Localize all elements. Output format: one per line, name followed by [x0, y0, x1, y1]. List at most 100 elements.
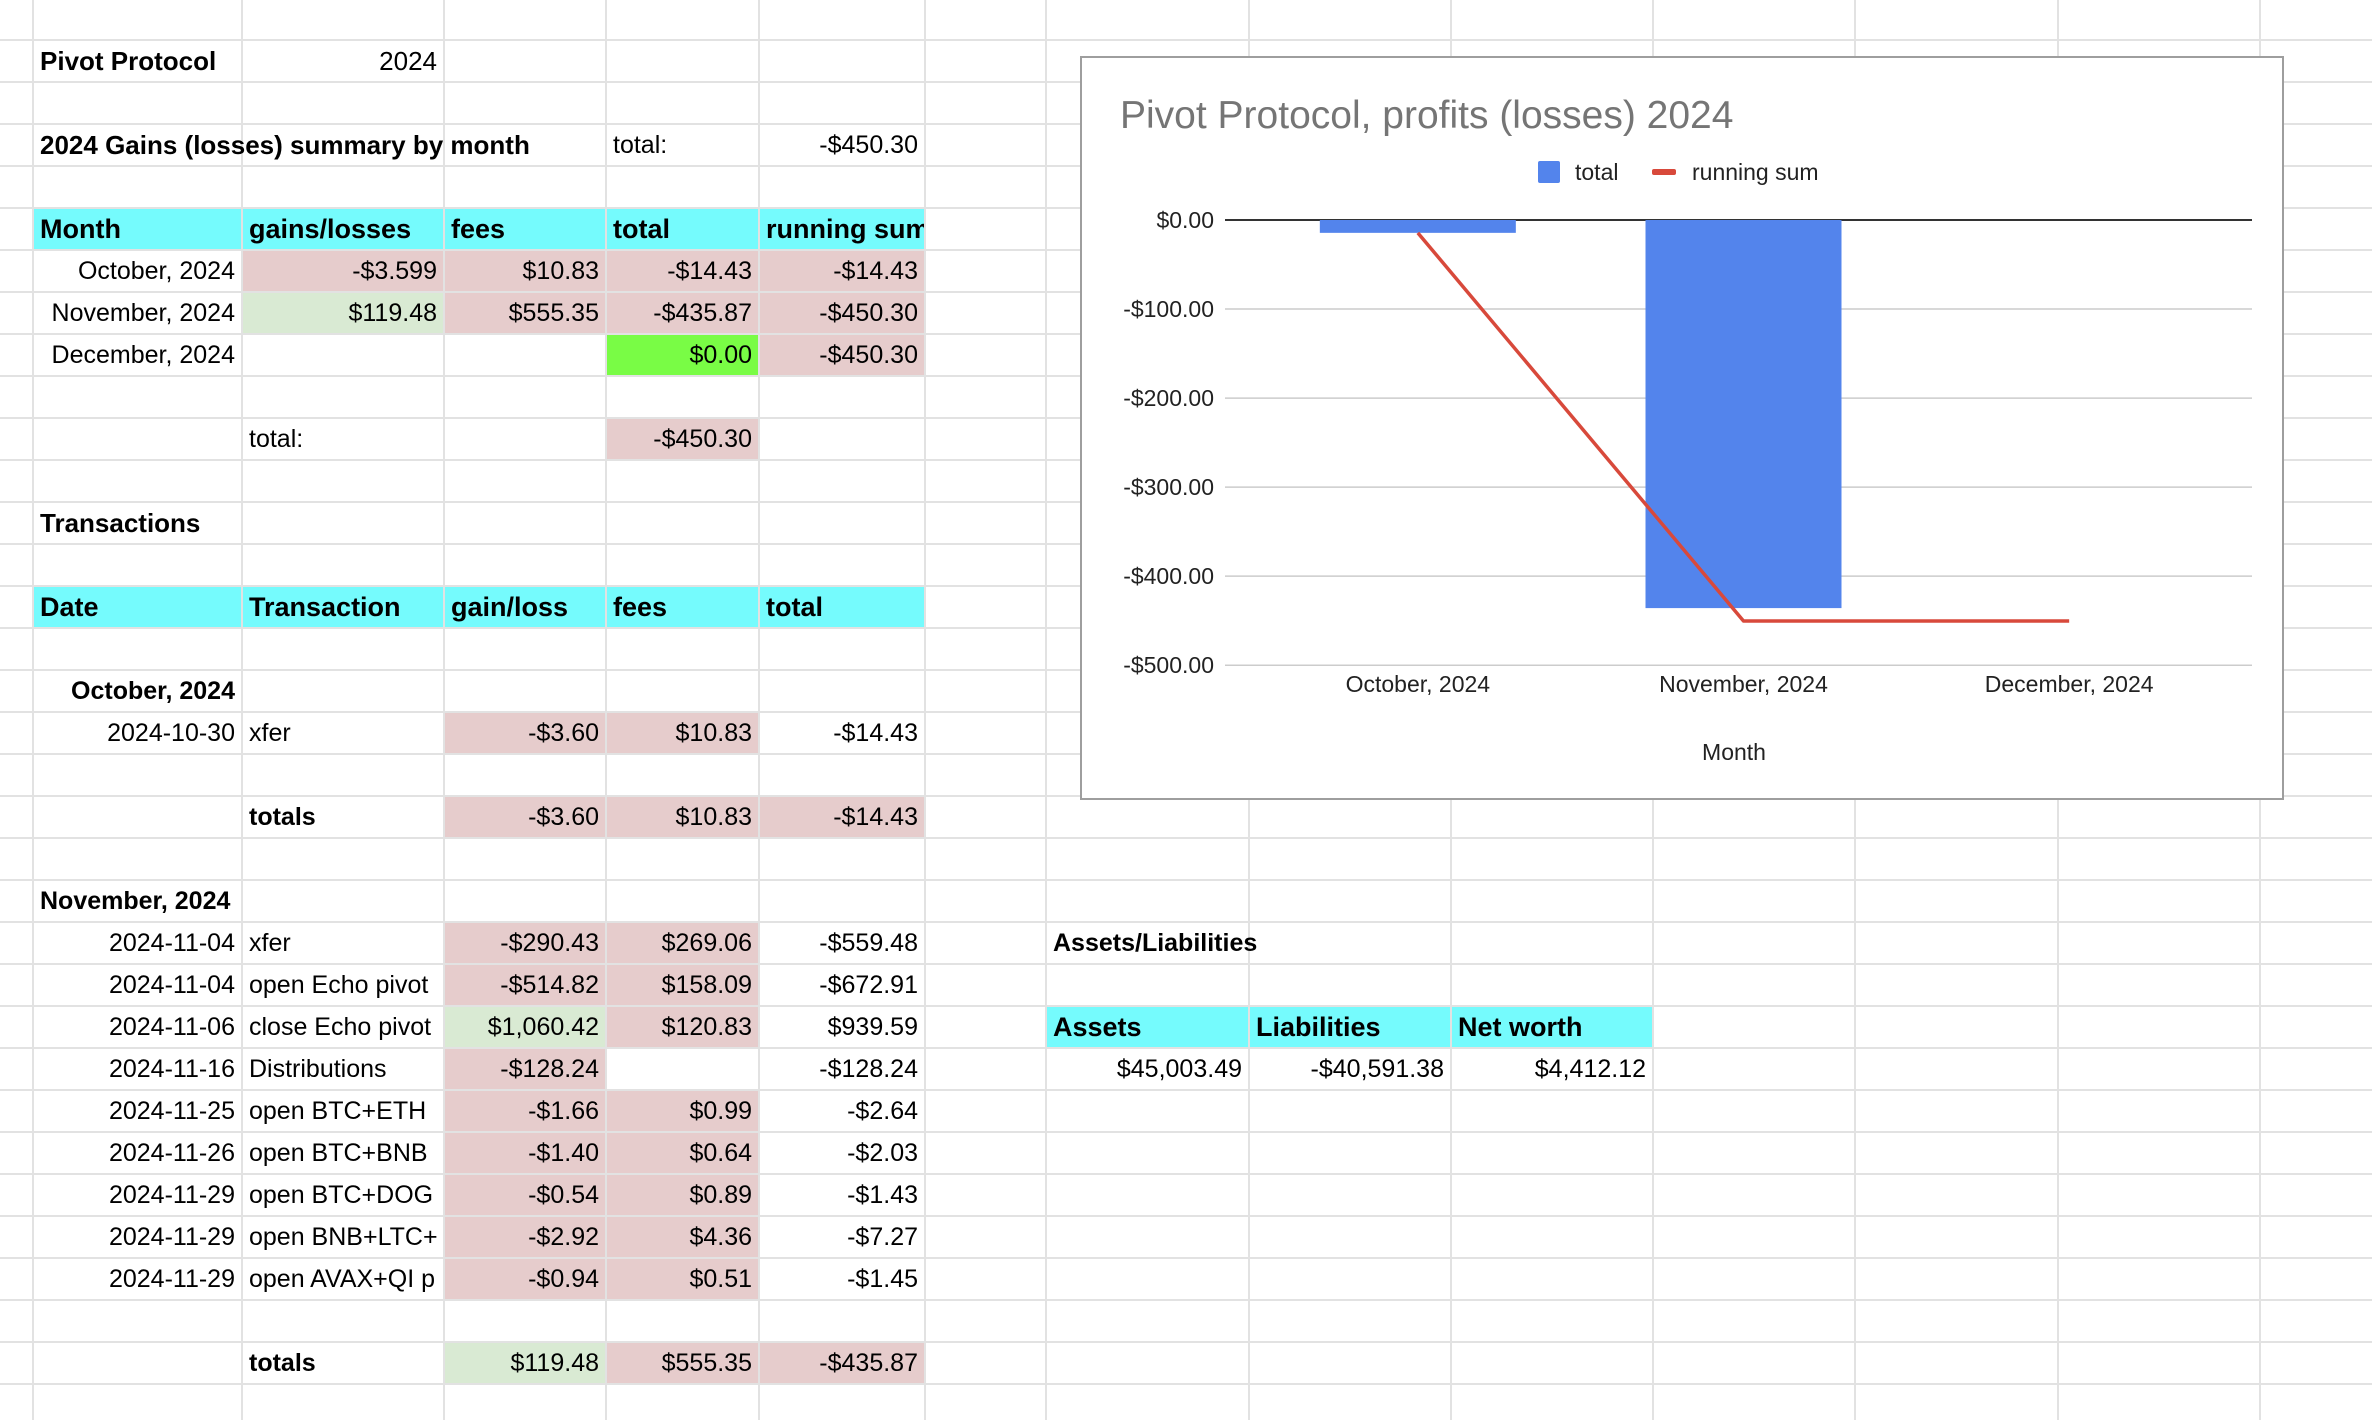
- tx-row-name[interactable]: xfer: [249, 928, 291, 957]
- tx-row-fees[interactable]: $0.99: [607, 1091, 758, 1131]
- tx-row-gain-loss[interactable]: -$1.66: [445, 1091, 605, 1131]
- title-year[interactable]: 2024: [379, 46, 437, 76]
- tx-row-total[interactable]: -$128.24: [819, 1054, 918, 1083]
- summary-row-running-sum[interactable]: -$14.43: [760, 251, 924, 291]
- assets-col-liabilities[interactable]: Liabilities: [1250, 1007, 1450, 1047]
- tx-row-date[interactable]: 2024-11-29: [108, 1264, 235, 1293]
- tx-row-name[interactable]: Distributions: [249, 1054, 387, 1083]
- summary-row-running-sum[interactable]: -$450.30: [760, 293, 924, 333]
- tx-col-date[interactable]: Date: [34, 587, 241, 627]
- summary-total-label[interactable]: total:: [613, 130, 668, 159]
- tx-row-name[interactable]: xfer: [249, 718, 291, 747]
- assets-col-net-worth[interactable]: Net worth: [1452, 1007, 1652, 1047]
- tx-row-total[interactable]: -$2.03: [847, 1138, 918, 1167]
- tx-row-name[interactable]: close Echo pivot: [249, 1012, 432, 1041]
- tx-row-name[interactable]: open BTC+ETH: [249, 1096, 427, 1125]
- tx-row-date[interactable]: 2024-11-29: [108, 1222, 235, 1251]
- tx-row-total[interactable]: -$2.64: [847, 1096, 918, 1125]
- tx-october-totals-total[interactable]: -$14.43: [760, 797, 924, 837]
- summary-row-gains[interactable]: -$3.599: [243, 251, 443, 291]
- transactions-heading[interactable]: Transactions: [40, 508, 201, 538]
- tx-row-fees[interactable]: $0.64: [607, 1133, 758, 1173]
- summary-row-month[interactable]: November, 2024: [51, 298, 235, 327]
- tx-row-total[interactable]: -$672.91: [819, 970, 918, 999]
- tx-row-total[interactable]: -$559.48: [819, 928, 918, 957]
- net-worth-value[interactable]: $4,412.12: [1534, 1054, 1646, 1083]
- tx-row-total[interactable]: -$1.45: [847, 1264, 918, 1293]
- summary-col-running-sum[interactable]: running sum: [760, 209, 924, 249]
- tx-november-totals-fees[interactable]: $555.35: [607, 1343, 758, 1383]
- tx-row-name[interactable]: open BNB+LTC+: [249, 1222, 438, 1251]
- tx-row-date[interactable]: 2024-11-06: [108, 1012, 235, 1041]
- summary-row-month[interactable]: October, 2024: [77, 256, 235, 285]
- tx-col-transaction[interactable]: Transaction: [243, 587, 443, 627]
- tx-row-name[interactable]: open AVAX+QI p: [249, 1264, 436, 1293]
- tx-row-fees[interactable]: $158.09: [607, 965, 758, 1005]
- tx-october-totals-fees[interactable]: $10.83: [607, 797, 758, 837]
- tx-november-totals-label[interactable]: totals: [249, 1348, 316, 1377]
- summary-total-value[interactable]: -$450.30: [819, 130, 918, 159]
- tx-row-name[interactable]: open Echo pivot: [249, 970, 429, 999]
- summary-row-fees[interactable]: $10.83: [445, 251, 605, 291]
- tx-row-date[interactable]: 2024-11-25: [108, 1096, 235, 1125]
- tx-october-totals-gain-loss[interactable]: -$3.60: [445, 797, 605, 837]
- summary-row-total[interactable]: $0.00: [607, 335, 758, 375]
- summary-row-gains[interactable]: [243, 335, 443, 375]
- tx-row-fees[interactable]: $120.83: [607, 1007, 758, 1047]
- tx-month-october[interactable]: October, 2024: [71, 676, 235, 705]
- tx-row-gain-loss[interactable]: -$0.94: [445, 1259, 605, 1299]
- tx-row-date[interactable]: 2024-11-04: [108, 928, 235, 957]
- tx-october-totals-label[interactable]: totals: [249, 802, 316, 831]
- tx-row-total[interactable]: -$14.43: [833, 718, 918, 747]
- tx-row-gain-loss[interactable]: -$290.43: [445, 923, 605, 963]
- summary-row-month[interactable]: December, 2024: [51, 340, 235, 369]
- tx-row-fees[interactable]: $4.36: [607, 1217, 758, 1257]
- summary-row-total[interactable]: -$14.43: [607, 251, 758, 291]
- tx-row-fees[interactable]: $10.83: [607, 713, 758, 753]
- summary-footer-label[interactable]: total:: [249, 424, 304, 453]
- tx-row-gain-loss[interactable]: $1,060.42: [445, 1007, 605, 1047]
- tx-row-date[interactable]: 2024-11-29: [108, 1180, 235, 1209]
- tx-row-total[interactable]: -$7.27: [847, 1222, 918, 1251]
- tx-row-date[interactable]: 2024-11-26: [108, 1138, 235, 1167]
- summary-row-fees[interactable]: $555.35: [445, 293, 605, 333]
- summary-row-gains[interactable]: $119.48: [243, 293, 443, 333]
- tx-row-fees[interactable]: $269.06: [607, 923, 758, 963]
- tx-row-total[interactable]: -$1.43: [847, 1180, 918, 1209]
- tx-row-name[interactable]: open BTC+BNB: [249, 1138, 428, 1167]
- tx-row-gain-loss[interactable]: -$3.60: [445, 713, 605, 753]
- sheet-title[interactable]: Pivot Protocol: [40, 46, 217, 76]
- tx-row-date[interactable]: 2024-11-16: [108, 1054, 235, 1083]
- summary-footer-total[interactable]: -$450.30: [607, 419, 758, 459]
- tx-row-fees[interactable]: [607, 1049, 758, 1089]
- summary-col-fees[interactable]: fees: [445, 209, 605, 249]
- summary-heading[interactable]: 2024 Gains (losses) summary by month: [40, 130, 530, 160]
- summary-row-total[interactable]: -$435.87: [607, 293, 758, 333]
- summary-row-fees[interactable]: [445, 335, 605, 375]
- tx-col-total[interactable]: total: [760, 587, 924, 627]
- tx-row-gain-loss[interactable]: -$0.54: [445, 1175, 605, 1215]
- assets-col-assets[interactable]: Assets: [1047, 1007, 1248, 1047]
- tx-col-fees[interactable]: fees: [607, 587, 758, 627]
- tx-col-gain-loss[interactable]: gain/loss: [445, 587, 605, 627]
- summary-col-gains[interactable]: gains/losses: [243, 209, 443, 249]
- profits-chart[interactable]: Pivot Protocol, profits (losses) 2024 to…: [1080, 56, 2284, 800]
- tx-row-gain-loss[interactable]: -$514.82: [445, 965, 605, 1005]
- summary-col-total[interactable]: total: [607, 209, 758, 249]
- tx-row-gain-loss[interactable]: -$2.92: [445, 1217, 605, 1257]
- tx-row-gain-loss[interactable]: -$128.24: [445, 1049, 605, 1089]
- tx-november-totals-total[interactable]: -$435.87: [760, 1343, 924, 1383]
- tx-row-fees[interactable]: $0.51: [607, 1259, 758, 1299]
- tx-row-fees[interactable]: $0.89: [607, 1175, 758, 1215]
- tx-month-november[interactable]: November, 2024: [40, 886, 231, 915]
- summary-row-running-sum[interactable]: -$450.30: [760, 335, 924, 375]
- assets-value[interactable]: $45,003.49: [1116, 1054, 1242, 1083]
- tx-row-gain-loss[interactable]: -$1.40: [445, 1133, 605, 1173]
- tx-row-date[interactable]: 2024-10-30: [107, 718, 235, 747]
- assets-heading[interactable]: Assets/Liabilities: [1053, 928, 1258, 957]
- tx-row-total[interactable]: $939.59: [827, 1012, 918, 1041]
- tx-november-totals-gain-loss[interactable]: $119.48: [445, 1343, 605, 1383]
- tx-row-date[interactable]: 2024-11-04: [108, 970, 235, 999]
- summary-col-month[interactable]: Month: [34, 209, 241, 249]
- liabilities-value[interactable]: -$40,591.38: [1310, 1054, 1444, 1083]
